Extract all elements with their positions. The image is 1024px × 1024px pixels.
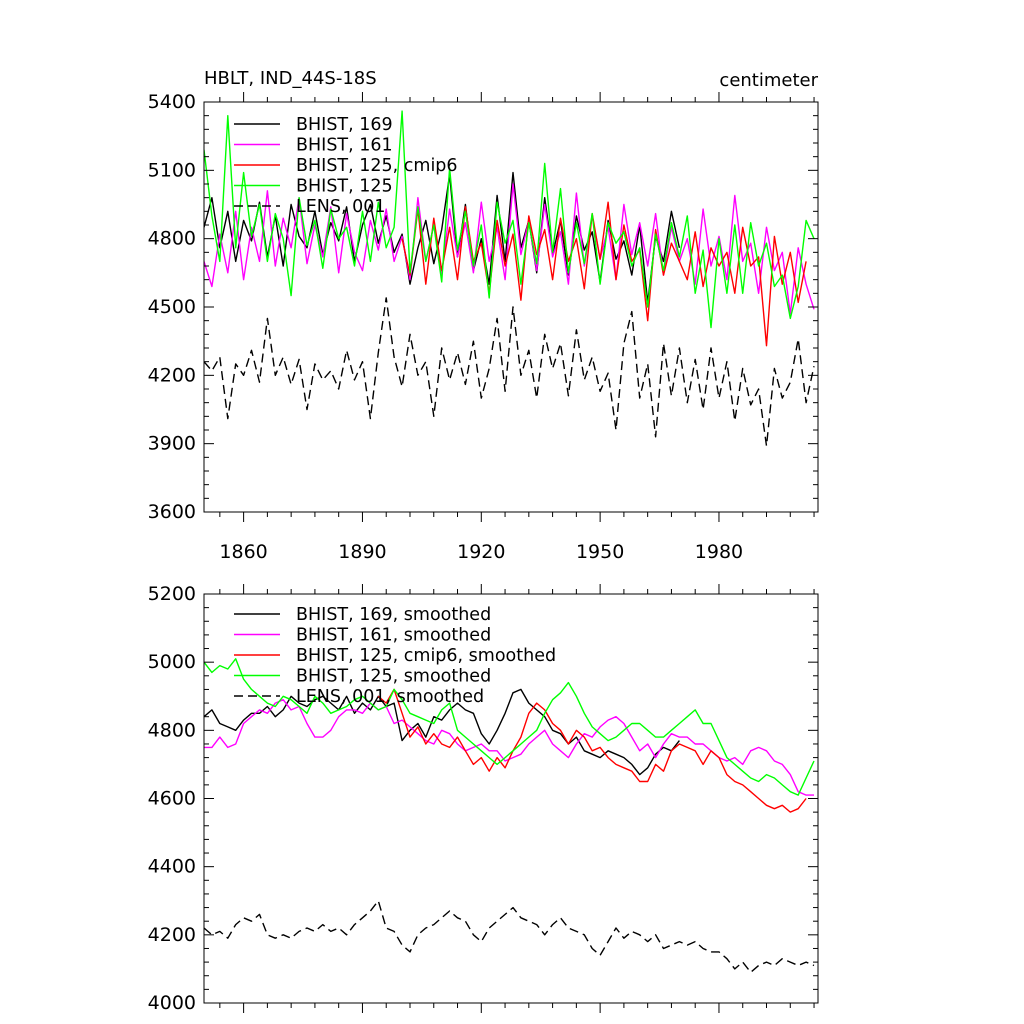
bottom-ytick-label: 4400 [148,856,196,878]
top-legend-label-3: BHIST, 125 [296,177,393,197]
top-series-line-0 [204,171,681,304]
top-legend-label-1: BHIST, 161 [296,136,393,156]
top-ytick-label: 4200 [148,364,196,386]
bottom-tick-layer: 4000 4200 4400 4600 4800 5000 5200 [148,583,818,1014]
top-panel: HBLT, IND_44S-18S centimeter 3600 3900 420… [148,68,819,563]
bottom-ytick-label: 4600 [148,788,196,810]
top-ytick-label: 5100 [148,159,196,181]
bottom-ytick-label: 4200 [148,924,196,946]
top-legend-label-4: LENS, 001 [296,197,386,217]
bottom-ytick-label: 5000 [148,651,196,673]
units-label: centimeter [719,70,818,91]
chart-title: HBLT, IND_44S-18S [204,68,377,89]
bottom-legend-label-2: BHIST, 125, cmip6, smoothed [296,646,556,666]
bottom-series-layer [204,658,815,973]
bottom-series-line-2 [377,688,807,813]
bottom-legend-label-1: BHIST, 161, smoothed [296,626,491,646]
top-ytick-label: 5400 [148,91,196,113]
top-xtick-label: 1980 [695,541,743,563]
bottom-legend-label-3: BHIST, 125, smoothed [296,667,491,687]
top-series-layer [204,110,815,447]
top-xtick-label: 1920 [457,541,505,563]
top-xtick-label: 1860 [219,541,267,563]
bottom-ytick-label: 4800 [148,719,196,741]
bottom-series-line-3 [204,658,815,796]
bottom-legend-label-4: LENS, 001, smoothed [296,687,484,707]
top-ytick-label: 3900 [148,433,196,455]
top-series-line-3 [204,110,815,329]
bottom-panel: 4000 4200 4400 4600 4800 5000 5200 BHIST, 169,… [148,583,819,1014]
top-xtick-label: 1890 [338,541,386,563]
top-series-line-4 [204,297,815,447]
bottom-series-line-0 [204,688,680,776]
top-ytick-label: 3600 [148,501,196,523]
top-tick-layer: 3600 3900 4200 4500 4800 5100 5400 1860 1890 1920… [148,91,818,563]
bottom-ytick-label: 5200 [148,583,196,605]
top-legend-label-2: BHIST, 125, cmip6 [296,156,458,176]
bottom-legend-label-0: BHIST, 169, smoothed [296,605,491,625]
top-ytick-label: 4500 [148,296,196,318]
bottom-ytick-label: 4000 [148,992,196,1014]
top-legend-label-0: BHIST, 169 [296,115,393,135]
top-ytick-label: 4800 [148,228,196,250]
top-xtick-label: 1950 [576,541,624,563]
bottom-series-line-4 [204,900,815,973]
